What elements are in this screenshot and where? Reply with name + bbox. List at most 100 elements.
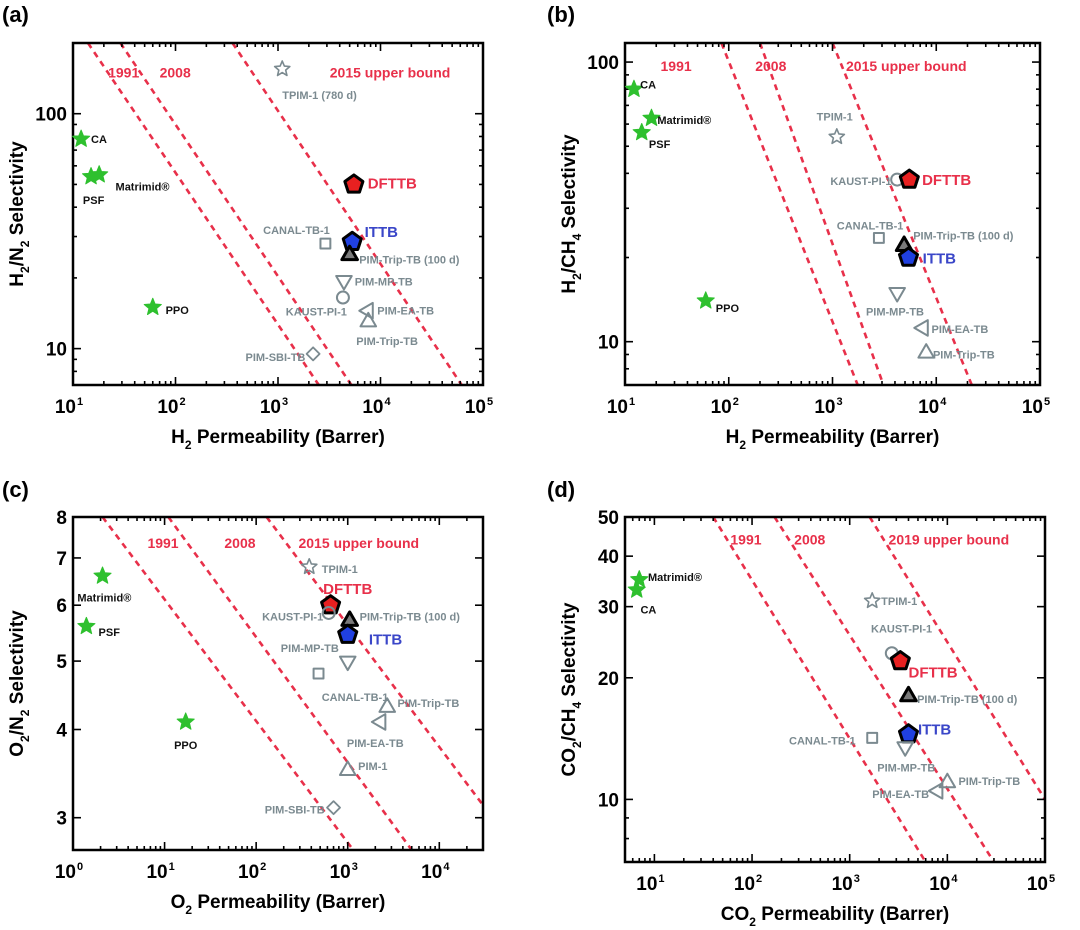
x-tick-label: 104 xyxy=(421,861,450,883)
panel-d: (d) 1991 2008 2019 upper bound 101 102 103 104 1… xyxy=(547,477,1055,929)
x-tick-label: 102 xyxy=(711,396,739,418)
point-canal-tb-1-label: CANAL-TB-1 xyxy=(789,735,856,747)
y-tick-label: 4 xyxy=(56,721,67,742)
x-axis-title: H2 Permeability (Barrer) xyxy=(171,427,385,452)
point-canal-tb-1-marker xyxy=(866,731,879,744)
upper-bound-lines xyxy=(712,517,1045,862)
point-pim-1-marker xyxy=(338,760,357,776)
point-ca-marker xyxy=(624,79,644,97)
point-dfttb-label: DFTTB xyxy=(323,581,372,598)
x-tick-label: 103 xyxy=(330,861,358,883)
panel-label: (d) xyxy=(547,477,575,502)
bound-line-2019-upper-bound xyxy=(868,517,1045,802)
point-ittb-label: ITTB xyxy=(365,224,398,241)
point-pim-trip-tb-label: PIM-Trip-TB xyxy=(356,336,418,348)
point-pim-trip-tb-marker xyxy=(917,343,935,359)
point-tpim-1-marker xyxy=(863,592,881,609)
point-psf-label: PSF xyxy=(83,195,105,207)
point-ppo-marker xyxy=(143,297,162,316)
y-axis-title: H2/N2 Selectivity xyxy=(7,141,32,287)
point-ppo-label: PPO xyxy=(174,740,198,752)
point-ppo-label: PPO xyxy=(716,303,740,315)
data-points: Matrimid® PSF PPO TPIM-1 DFTTB KAUST-PI-1 PIM-… xyxy=(77,558,461,817)
point-ittb-marker xyxy=(897,246,920,267)
panel-a: (a) 1991 2008 2015 upper bound 101 102 103 104 1… xyxy=(2,2,493,452)
point-dfttb-label: DFTTB xyxy=(922,172,971,189)
point-pim-sbi-tb-marker xyxy=(305,346,321,362)
panel-c: (c) 1991 2008 2015 upper bound 100 101 102 103 1… xyxy=(2,477,485,917)
point-pim-trip-tb-100-d-marker xyxy=(340,610,359,627)
x-tick-label: 102 xyxy=(157,396,185,418)
point-psf-label: PSF xyxy=(649,139,671,151)
x-axis-ticks xyxy=(624,517,1046,862)
y-tick-label: 8 xyxy=(56,508,67,529)
y-axis-title: O2/N2 Selectivity xyxy=(7,610,32,757)
y-tick-label: 10 xyxy=(598,790,619,811)
point-tpim-1-label: TPIM-1 xyxy=(817,111,853,123)
point-kaust-pi-1-label: KAUST-PI-1 xyxy=(262,612,323,624)
point-kaust-pi-1-label: KAUST-PI-1 xyxy=(286,306,347,318)
y-tick-label: 3 xyxy=(56,809,67,830)
point-psf-marker xyxy=(632,122,651,141)
point-psf-label: PSF xyxy=(99,627,121,639)
point-pim-1-label: PIM-1 xyxy=(358,761,387,773)
point-matrimid-label: Matrimid® xyxy=(116,181,170,193)
point-pim-trip-tb-label: PIM-Trip-TB xyxy=(958,776,1020,788)
x-tick-label: 105 xyxy=(1022,396,1050,418)
bound-line-1991 xyxy=(720,43,859,385)
point-ittb-marker xyxy=(897,723,920,744)
point-matrimid-marker xyxy=(630,570,649,588)
y-axis-ticks xyxy=(625,516,1045,863)
data-points: Matrimid® CA TPIM-1 KAUST-PI-1 DFTTB PIM-Trip… xyxy=(627,570,1020,801)
x-tick-label: 103 xyxy=(832,873,860,895)
x-tick-label: 103 xyxy=(814,396,842,418)
point-pim-sbi-tb-label: PIM-SBI-TB xyxy=(245,352,305,364)
point-tpim-1-label: TPIM-1 xyxy=(881,596,917,608)
point-pim-mp-tb-marker xyxy=(335,274,353,291)
point-ittb-label: ITTB xyxy=(923,250,956,267)
point-pim-mp-tb-marker xyxy=(896,741,914,757)
point-pim-ea-tb-marker xyxy=(370,713,387,731)
x-tick-label: 102 xyxy=(734,873,762,895)
bound-line-2015-upper-bound xyxy=(231,43,463,385)
point-pim-trip-tb-100-d-label: PIM-Trip-TB (100 d) xyxy=(917,694,1018,706)
panel-label: (b) xyxy=(547,2,575,27)
point-matrimid-marker xyxy=(93,566,112,584)
point-tpim-1-label: TPIM-1 xyxy=(322,564,358,576)
y-tick-label: 30 xyxy=(598,598,619,619)
point-pim-trip-tb-marker xyxy=(378,697,397,713)
point-dfttb-marker xyxy=(898,168,920,189)
bound-line-2015-upper-bound xyxy=(265,517,483,808)
y-tick-label: 20 xyxy=(598,669,619,690)
point-ppo-marker xyxy=(696,291,715,309)
point-dfttb-marker xyxy=(343,173,365,194)
point-matrimid-marker xyxy=(642,108,661,126)
x-tick-label: 102 xyxy=(238,861,266,883)
point-pim-trip-tb-100-d-marker xyxy=(340,244,359,262)
point-pim-mp-tb-marker xyxy=(888,286,906,303)
x-axis-title: CO2 Permeability (Barrer) xyxy=(721,904,949,929)
bound-line-1991 xyxy=(101,517,355,850)
x-tick-label: 103 xyxy=(260,396,288,418)
bound-label: 1991 xyxy=(661,58,692,74)
point-matrimid-label: Matrimid® xyxy=(657,115,711,127)
upper-bound-lines xyxy=(101,517,483,850)
x-tick-label: 104 xyxy=(362,396,391,418)
bound-label: 2008 xyxy=(794,531,825,547)
bound-line-1991 xyxy=(712,517,927,862)
point-canal-tb-1-label: CANAL-TB-1 xyxy=(263,225,330,237)
point-tpim-1-780-d-marker xyxy=(273,60,291,77)
bound-label: 2008 xyxy=(224,535,255,551)
panel-b: (b) 1991 2008 2015 upper bound 101 102 103 104 1… xyxy=(547,2,1050,452)
point-ca-marker xyxy=(627,580,646,598)
x-tick-label: 100 xyxy=(55,861,83,883)
point-pim-ea-tb-label: PIM-EA-TB xyxy=(377,306,434,318)
bound-line-2008 xyxy=(758,43,885,385)
point-pim-trip-tb-100-d-label: PIM-Trip-TB (100 d) xyxy=(360,612,461,624)
x-axis-title: H2 Permeability (Barrer) xyxy=(726,427,940,452)
y-tick-label: 10 xyxy=(46,340,67,361)
point-dfttb-label: DFTTB xyxy=(368,175,417,192)
point-ittb-label: ITTB xyxy=(918,722,951,739)
point-canal-tb-1-marker xyxy=(312,667,325,680)
point-ca-label: CA xyxy=(91,134,107,146)
